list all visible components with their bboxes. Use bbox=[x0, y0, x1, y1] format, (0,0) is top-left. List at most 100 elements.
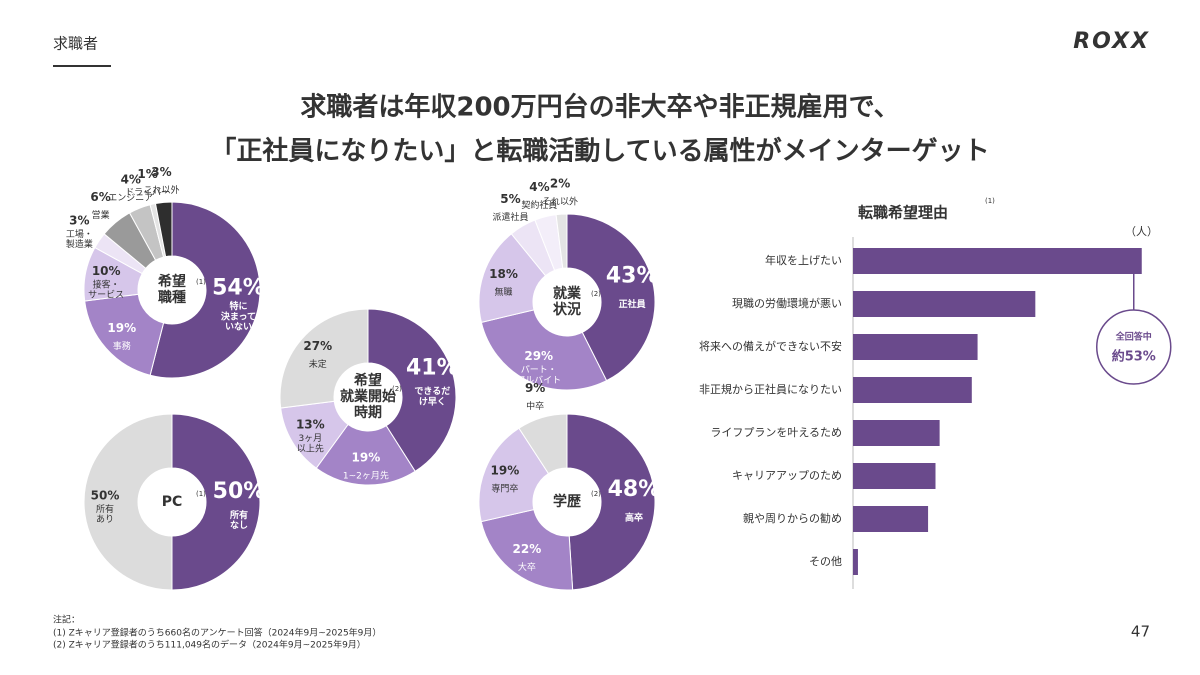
pie-slice bbox=[480, 508, 574, 591]
slice-label: 大卒 bbox=[518, 561, 536, 573]
pie-center-label: 学歴 bbox=[553, 493, 581, 510]
value-label: 19% bbox=[491, 463, 520, 477]
value-label: 10% bbox=[92, 264, 121, 278]
pie-slice bbox=[566, 413, 656, 591]
bar bbox=[853, 334, 978, 360]
value-label: 41% bbox=[406, 355, 459, 380]
pie-slice bbox=[518, 413, 568, 475]
pie-center bbox=[534, 269, 600, 335]
value-label: 9% bbox=[525, 381, 545, 395]
value-label: 29% bbox=[524, 349, 553, 363]
bar bbox=[853, 506, 929, 532]
pie-note: (2) bbox=[392, 385, 402, 393]
slice-label: 正社員 bbox=[619, 298, 646, 310]
unit-label: （人） bbox=[1125, 225, 1158, 238]
pie-center bbox=[139, 257, 205, 323]
value-label: 50% bbox=[213, 479, 266, 504]
value-label: 43% bbox=[606, 264, 659, 289]
category-label: 非正規から正社員になりたい bbox=[699, 382, 842, 396]
slice-label: 接客・サービス bbox=[88, 278, 124, 300]
value-label: 54% bbox=[212, 275, 265, 300]
pie-note: (1) bbox=[196, 490, 206, 498]
category-label: ライフプランを叶えるため bbox=[710, 426, 842, 439]
footnote: (2) Zキャリア登録者のうち111,049名のデータ（2024年9月~2025… bbox=[53, 639, 366, 651]
bar bbox=[853, 377, 972, 403]
bar bbox=[853, 420, 940, 446]
value-label: 19% bbox=[352, 450, 381, 464]
slice-label: ドライバー bbox=[125, 187, 170, 198]
slice-label: 中卒 bbox=[526, 400, 544, 412]
slice-label: パート・アルバイト bbox=[516, 364, 561, 385]
value-label: 22% bbox=[513, 542, 542, 556]
slice-label: 営業 bbox=[92, 209, 110, 221]
slice-label: 所有なし bbox=[230, 508, 248, 530]
pie-slice bbox=[555, 213, 568, 269]
pie-center-label: 希望職種 bbox=[158, 273, 186, 306]
pie-slice bbox=[171, 413, 261, 591]
footnote: (1) Zキャリア登録者のうち660名のアンケート回答（2024年9月~2025… bbox=[53, 627, 381, 639]
pie-center-label: 就業状況 bbox=[553, 285, 582, 318]
pie-slice bbox=[478, 427, 550, 523]
slice-label: 契約社員 bbox=[521, 199, 557, 211]
pie-center bbox=[534, 469, 600, 535]
pie-center bbox=[335, 364, 401, 430]
slice-label: それ以外 bbox=[542, 196, 578, 208]
value-label: 18% bbox=[489, 267, 518, 281]
pie-slice bbox=[279, 308, 369, 409]
slice-label: 無職 bbox=[495, 286, 513, 298]
pie-note: (1) bbox=[196, 278, 206, 286]
category-label: 将来への備えができない不安 bbox=[699, 339, 842, 353]
slice-label: エンジニア bbox=[108, 193, 153, 203]
callout-text: 約53% bbox=[1112, 349, 1156, 365]
slice-label: 所有あり bbox=[96, 502, 114, 524]
category-label: 親や周りからの勧め bbox=[743, 511, 842, 525]
value-label: 5% bbox=[500, 192, 520, 206]
slice-label: 事務 bbox=[113, 340, 131, 352]
pie-slice bbox=[83, 413, 173, 591]
page-number: 47 bbox=[1131, 623, 1150, 641]
pie-slice bbox=[480, 309, 608, 391]
pie-note: (2) bbox=[591, 290, 601, 298]
slice-label: 派遣社員 bbox=[492, 211, 528, 223]
header: 求職者 bbox=[53, 35, 98, 53]
value-label: 50% bbox=[91, 489, 120, 503]
footnote: 注記： bbox=[53, 614, 80, 626]
pie-slice bbox=[315, 423, 416, 486]
category-label: キャリアアップのため bbox=[732, 469, 842, 482]
bar bbox=[853, 463, 936, 489]
pie-slice bbox=[566, 213, 656, 382]
value-label: 13% bbox=[296, 418, 325, 432]
value-label: 2% bbox=[550, 177, 570, 191]
slice-label: 未定 bbox=[309, 358, 327, 370]
callout-text: 全回答中 bbox=[1115, 331, 1152, 343]
pie-slice bbox=[84, 293, 165, 376]
title-line: 「正社員になりたい」と転職活動している属性がメインターゲット bbox=[210, 136, 989, 167]
value-label: 4% bbox=[121, 172, 141, 186]
bar bbox=[853, 248, 1142, 274]
slice-label: これ以外 bbox=[143, 184, 179, 196]
value-label: 4% bbox=[529, 180, 549, 194]
bar bbox=[853, 549, 858, 575]
slice-label: 専門卒 bbox=[491, 482, 518, 494]
category-label: 年収を上げたい bbox=[765, 253, 842, 267]
pie-slice bbox=[149, 201, 261, 379]
value-label: 6% bbox=[90, 190, 110, 204]
title-line: 求職者は年収200万円台の非大卒や非正規雇用で、 bbox=[300, 92, 899, 123]
bar bbox=[853, 291, 1036, 317]
value-label: 19% bbox=[107, 321, 136, 335]
slice-label: できるだけ早く bbox=[414, 386, 450, 407]
slice-label: 高卒 bbox=[625, 511, 643, 523]
slice-label: 特に決まっていない bbox=[221, 300, 256, 333]
slice-label: 1~2ヶ月先 bbox=[343, 469, 389, 481]
chart-title: 転職希望理由 bbox=[858, 204, 948, 222]
pie-center-label: 希望就業開始時期 bbox=[340, 372, 396, 421]
category-label: 現職の労働環境が悪い bbox=[732, 296, 842, 310]
slice-label: 工場・製造業 bbox=[66, 227, 93, 249]
slice-label: 3ヶ月以上先 bbox=[297, 432, 324, 453]
callout-circle bbox=[1096, 309, 1172, 385]
value-label: 3% bbox=[151, 165, 171, 179]
pie-slice bbox=[154, 201, 173, 258]
pie-note: (2) bbox=[591, 490, 601, 498]
title-note: (1) bbox=[985, 197, 995, 205]
